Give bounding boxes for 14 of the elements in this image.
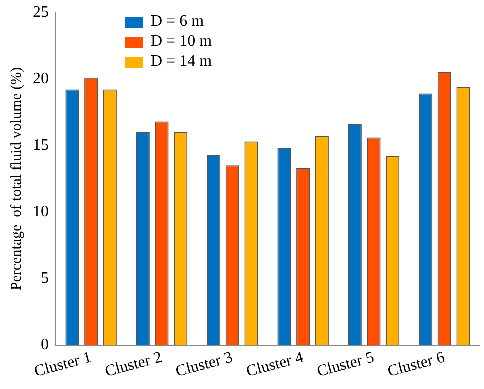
y-tick-label: 20 [33,70,49,88]
y-tick-label: 15 [33,136,49,154]
y-tick-label: 25 [33,4,49,21]
x-tick-label: Cluster 2 [103,349,164,381]
legend-label: D = 10 m [151,32,212,52]
x-tick-label: Cluster 6 [386,349,447,381]
x-tick-label: Cluster 5 [315,349,376,381]
x-tick-label: Cluster 4 [244,349,306,381]
x-tick-label: Cluster 3 [174,349,235,381]
legend-label: D = 6 m [151,12,204,32]
y-tick-label: 10 [33,203,49,220]
legend-label: D = 14 m [151,52,212,72]
y-tick-label: 5 [41,270,49,288]
y-axis-title: Percentage of total fluid volume (%) [8,67,25,291]
